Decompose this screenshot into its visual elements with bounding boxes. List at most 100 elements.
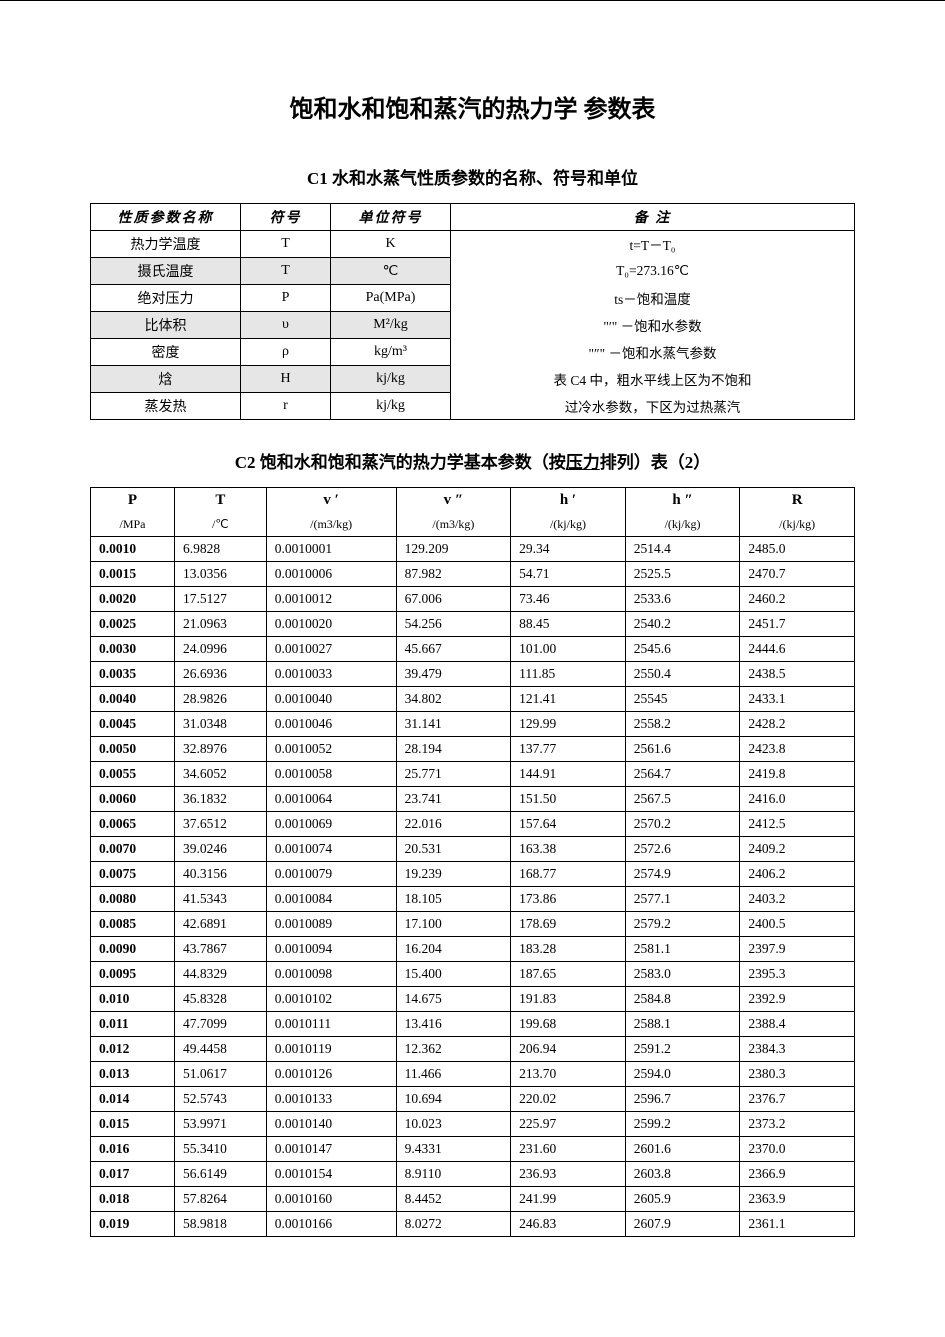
c2-cell: 0.0010089 bbox=[266, 912, 396, 937]
c2-cell: 29.34 bbox=[511, 537, 626, 562]
c2-cell: 241.99 bbox=[511, 1187, 626, 1212]
c2-cell: 2397.9 bbox=[740, 937, 855, 962]
c2-cell: 2392.9 bbox=[740, 987, 855, 1012]
c2-header-row-2: /MPa/℃/(m3/kg)/(m3/kg)/(kj/kg)/(kj/kg)/(… bbox=[91, 512, 855, 537]
c1-cell-sym: P bbox=[241, 285, 331, 312]
c2-cell: 21.0963 bbox=[175, 612, 267, 637]
c2-cell: 0.0010064 bbox=[266, 787, 396, 812]
c2-cell: 2470.7 bbox=[740, 562, 855, 587]
c2-cell: 246.83 bbox=[511, 1212, 626, 1237]
c2-col-subheader: /MPa bbox=[91, 512, 175, 537]
c2-cell: 0.0075 bbox=[91, 862, 175, 887]
c2-data-row: 0.01351.06170.001012611.466213.702594.02… bbox=[91, 1062, 855, 1087]
c1-note-cell: 过冷水参数，下区为过热蒸汽 bbox=[451, 393, 855, 420]
c2-cell: 0.0085 bbox=[91, 912, 175, 937]
c2-cell: 0.0055 bbox=[91, 762, 175, 787]
c2-cell: 0.0065 bbox=[91, 812, 175, 837]
c2-cell: 67.006 bbox=[396, 587, 511, 612]
c1-row: 焓Hkj/kg表 C4 中，粗水平线上区为不饱和 bbox=[91, 366, 855, 393]
c2-cell: 0.0010102 bbox=[266, 987, 396, 1012]
c2-data-row: 0.009544.83290.001009815.400187.652583.0… bbox=[91, 962, 855, 987]
c2-data-row: 0.002017.51270.001001267.00673.462533.62… bbox=[91, 587, 855, 612]
c2-cell: 168.77 bbox=[511, 862, 626, 887]
c2-cell: 0.0070 bbox=[91, 837, 175, 862]
c2-cell: 14.675 bbox=[396, 987, 511, 1012]
c1-row: 摄氏温度T℃T₀=273.16℃ bbox=[91, 258, 855, 285]
c2-cell: 2591.2 bbox=[625, 1037, 740, 1062]
c2-cell: 0.0080 bbox=[91, 887, 175, 912]
c2-cell: 0.0045 bbox=[91, 712, 175, 737]
c2-cell: 0.0010069 bbox=[266, 812, 396, 837]
c2-col-header: v ″ bbox=[396, 488, 511, 513]
c2-cell: 0.0030 bbox=[91, 637, 175, 662]
c1-note-cell: 表 C4 中，粗水平线上区为不饱和 bbox=[451, 366, 855, 393]
c2-cell: 26.6936 bbox=[175, 662, 267, 687]
c2-cell: 0.0010020 bbox=[266, 612, 396, 637]
c2-cell: 2533.6 bbox=[625, 587, 740, 612]
c2-cell: 0.016 bbox=[91, 1137, 175, 1162]
c2-cell: 2607.9 bbox=[625, 1212, 740, 1237]
c2-data-row: 0.01045.83280.001010214.675191.832584.82… bbox=[91, 987, 855, 1012]
main-title: 饱和水和饱和蒸汽的热力学 参数表 bbox=[90, 89, 855, 124]
c2-data-row: 0.006036.18320.001006423.741151.502567.5… bbox=[91, 787, 855, 812]
c2-cell: 37.6512 bbox=[175, 812, 267, 837]
c2-data-row: 0.009043.78670.001009416.204183.282581.1… bbox=[91, 937, 855, 962]
c2-cell: 163.38 bbox=[511, 837, 626, 862]
c2-cell: 0.019 bbox=[91, 1212, 175, 1237]
c2-cell: 137.77 bbox=[511, 737, 626, 762]
c2-cell: 2366.9 bbox=[740, 1162, 855, 1187]
c2-title-suffix: 排列）表（2） bbox=[600, 453, 711, 472]
c2-cell: 225.97 bbox=[511, 1112, 626, 1137]
c2-cell: 2583.0 bbox=[625, 962, 740, 987]
c2-cell: 0.0095 bbox=[91, 962, 175, 987]
c2-cell: 58.9818 bbox=[175, 1212, 267, 1237]
c2-data-row: 0.002521.09630.001002054.25688.452540.22… bbox=[91, 612, 855, 637]
c2-cell: 2550.4 bbox=[625, 662, 740, 687]
c2-cell: 0.0020 bbox=[91, 587, 175, 612]
c2-cell: 44.8329 bbox=[175, 962, 267, 987]
c2-cell: 39.0246 bbox=[175, 837, 267, 862]
c2-data-row: 0.003526.69360.001003339.479111.852550.4… bbox=[91, 662, 855, 687]
c2-cell: 13.416 bbox=[396, 1012, 511, 1037]
c1-cell-sym: H bbox=[241, 366, 331, 393]
c2-cell: 0.0010154 bbox=[266, 1162, 396, 1187]
c2-data-row: 0.008542.68910.001008917.100178.692579.2… bbox=[91, 912, 855, 937]
c1-cell-name: 比体积 bbox=[91, 312, 241, 339]
c2-cell: 2540.2 bbox=[625, 612, 740, 637]
c2-cell: 0.0010 bbox=[91, 537, 175, 562]
c2-cell: 2525.5 bbox=[625, 562, 740, 587]
c2-data-row: 0.007039.02460.001007420.531163.382572.6… bbox=[91, 837, 855, 862]
c2-cell: 2603.8 bbox=[625, 1162, 740, 1187]
c2-cell: 0.0010052 bbox=[266, 737, 396, 762]
c1-cell-sym: r bbox=[241, 393, 331, 420]
c2-cell: 236.93 bbox=[511, 1162, 626, 1187]
c2-cell: 2561.6 bbox=[625, 737, 740, 762]
c2-cell: 23.741 bbox=[396, 787, 511, 812]
c2-cell: 2514.4 bbox=[625, 537, 740, 562]
c2-cell: 111.85 bbox=[511, 662, 626, 687]
c2-cell: 2564.7 bbox=[625, 762, 740, 787]
c2-cell: 0.0010001 bbox=[266, 537, 396, 562]
c1-row: 比体积υM²/kg"′" －饱和水参数 bbox=[91, 312, 855, 339]
c2-cell: 12.362 bbox=[396, 1037, 511, 1062]
c2-cell: 0.0010040 bbox=[266, 687, 396, 712]
c2-col-header: T bbox=[175, 488, 267, 513]
c1-cell-unit: kj/kg bbox=[331, 393, 451, 420]
c1-title: C1 水和水蒸气性质参数的名称、符号和单位 bbox=[90, 164, 855, 189]
c2-cell: 56.6149 bbox=[175, 1162, 267, 1187]
c2-cell: 0.0015 bbox=[91, 562, 175, 587]
c2-cell: 178.69 bbox=[511, 912, 626, 937]
c2-cell: 2579.2 bbox=[625, 912, 740, 937]
c2-cell: 18.105 bbox=[396, 887, 511, 912]
c2-cell: 231.60 bbox=[511, 1137, 626, 1162]
c2-cell: 2567.5 bbox=[625, 787, 740, 812]
c2-data-row: 0.004028.98260.001004034.802121.41255452… bbox=[91, 687, 855, 712]
c1-cell-unit: Pa(MPa) bbox=[331, 285, 451, 312]
c1-cell-name: 密度 bbox=[91, 339, 241, 366]
c2-cell: 73.46 bbox=[511, 587, 626, 612]
c2-cell: 11.466 bbox=[396, 1062, 511, 1087]
c2-cell: 2373.2 bbox=[740, 1112, 855, 1137]
c2-cell: 0.0010084 bbox=[266, 887, 396, 912]
c1-header-row: 性质参数名称 符号 单位符号 备 注 bbox=[91, 204, 855, 231]
c2-cell: 32.8976 bbox=[175, 737, 267, 762]
